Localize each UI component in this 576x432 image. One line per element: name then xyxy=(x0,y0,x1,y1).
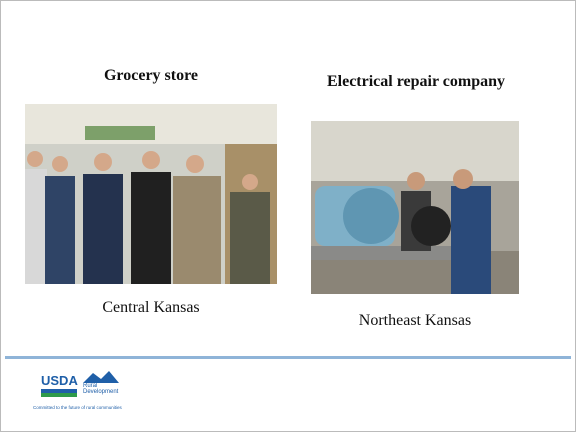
part xyxy=(411,206,451,246)
panel-caption: Central Kansas xyxy=(25,299,277,317)
rd-mark xyxy=(83,371,119,383)
wall xyxy=(311,121,519,181)
worker-head xyxy=(453,169,473,189)
logo-swoosh xyxy=(41,389,77,397)
sign xyxy=(85,126,155,140)
worker xyxy=(451,186,491,294)
motor-end xyxy=(343,188,399,244)
tagline: Committed to the future of rural communi… xyxy=(33,405,122,410)
agency-name: Rural Development xyxy=(83,383,123,395)
panel-title: Electrical repair company xyxy=(291,73,541,91)
worker-head xyxy=(407,172,425,190)
workbench xyxy=(311,246,471,260)
logo-text: USDA xyxy=(41,373,78,388)
photo-repair xyxy=(311,121,519,294)
panel-title: Grocery store xyxy=(41,67,261,85)
footer-rule xyxy=(5,356,571,359)
slide: Grocery store Electrical repair company xyxy=(0,0,576,432)
panel-caption: Northeast Kansas xyxy=(311,312,519,330)
photo-grocery xyxy=(25,104,277,284)
